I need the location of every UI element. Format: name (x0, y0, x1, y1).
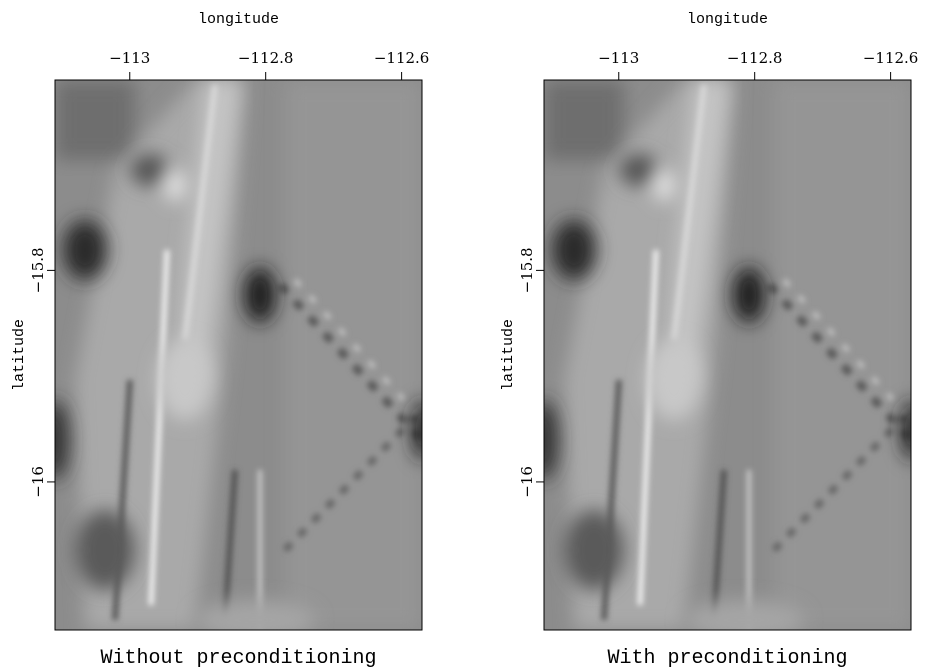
frame (54, 79, 423, 631)
image (530, 80, 921, 640)
panel-title: With preconditioning (607, 647, 847, 670)
frame (543, 79, 912, 631)
x-tick-label: −112.6 (863, 49, 919, 67)
x-tick-label: −113 (598, 49, 639, 67)
x-tick-label: −112.8 (727, 49, 783, 67)
image (41, 80, 432, 640)
panel-title: Without preconditioning (100, 647, 376, 670)
y-tick-label: −15.8 (518, 247, 536, 293)
x-axis-label: longitude (198, 11, 279, 28)
y-axis-label: latitude (500, 319, 517, 391)
y-tick-label: −16 (518, 466, 536, 498)
image-panel (41, 80, 432, 640)
x-tick-label: −112.6 (374, 49, 430, 67)
y-axis-label: latitude (11, 319, 28, 391)
y-tick-label: −16 (29, 466, 47, 498)
x-tick-label: −112.8 (238, 49, 294, 67)
y-tick-label: −15.8 (29, 247, 47, 293)
x-tick-label: −113 (109, 49, 150, 67)
x-axis-label: longitude (687, 11, 768, 28)
image-panel (530, 80, 921, 640)
